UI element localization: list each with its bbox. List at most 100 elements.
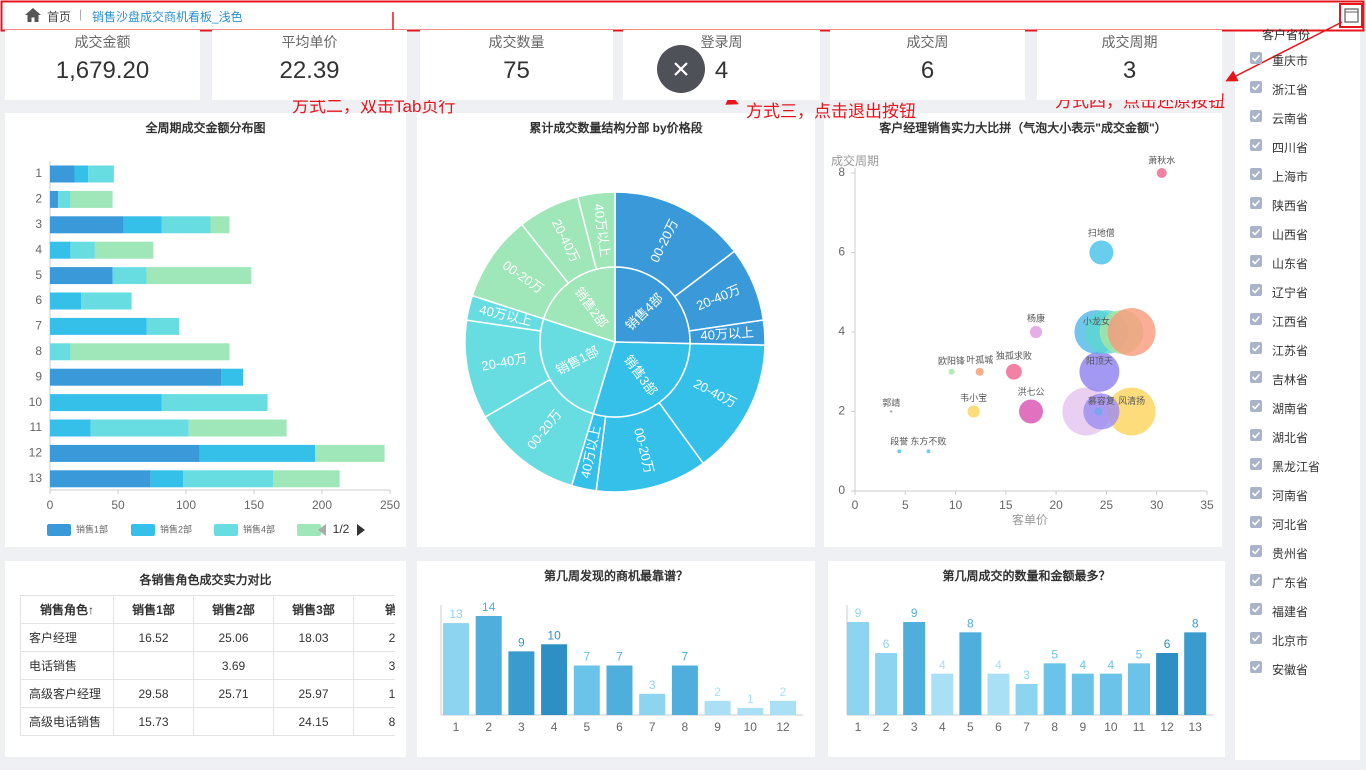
restore-button[interactable] <box>1344 8 1360 24</box>
filter-label[interactable]: 浙江省 <box>1272 83 1309 97</box>
filter-label[interactable]: 河北省 <box>1272 518 1309 532</box>
y-tick-label: 11 <box>30 420 43 434</box>
kpi-label: 登录周 <box>700 34 743 50</box>
filter-label[interactable]: 河南省 <box>1272 489 1309 503</box>
checkbox[interactable] <box>1250 110 1262 122</box>
filter-label[interactable]: 黑龙江省 <box>1272 460 1321 474</box>
bar-segment <box>123 216 162 234</box>
filter-label[interactable]: 山东省 <box>1272 257 1309 271</box>
filter-label[interactable]: 广东省 <box>1272 576 1309 590</box>
legend-swatch <box>214 524 238 536</box>
checkbox[interactable] <box>1250 516 1262 528</box>
kpi-label: 成交数量 <box>488 34 545 50</box>
bar-segment <box>50 292 82 310</box>
value-label: 3 <box>1023 668 1030 682</box>
bar <box>1043 663 1066 715</box>
bar <box>606 665 633 715</box>
x-tick-label: 7 <box>1023 720 1030 734</box>
home-icon[interactable] <box>24 7 42 23</box>
filter-label[interactable]: 江西省 <box>1272 315 1309 329</box>
x-tick-label: 6 <box>995 720 1002 734</box>
checkbox[interactable] <box>1250 545 1262 557</box>
checkbox[interactable] <box>1250 255 1262 267</box>
checkbox[interactable] <box>1250 661 1262 673</box>
checkbox[interactable] <box>1250 400 1262 412</box>
value-label: 14 <box>482 600 496 614</box>
filter-label[interactable]: 湖南省 <box>1272 402 1309 416</box>
y-tick-label: 13 <box>29 471 43 485</box>
value-label: 1 <box>747 692 754 706</box>
y-tick-label: 12 <box>29 446 43 460</box>
inner-sector <box>592 341 691 418</box>
kpi-value: 1,679.20 <box>55 57 150 84</box>
bubble <box>1094 407 1103 416</box>
x-tick-label: 10 <box>744 720 758 734</box>
close-button[interactable] <box>657 45 705 93</box>
filter-label[interactable]: 贵州省 <box>1272 547 1309 561</box>
checkbox[interactable] <box>1250 284 1262 296</box>
checkbox[interactable] <box>1250 487 1262 499</box>
annotation: 方式二，双击Tab页行 <box>292 97 456 116</box>
bubble-label: 叶孤城 <box>966 354 993 365</box>
bar-segment <box>146 267 252 285</box>
filter-label[interactable]: 福建省 <box>1272 605 1309 619</box>
home-link[interactable]: 首页 <box>47 10 72 24</box>
filter-label[interactable]: 吉林省 <box>1272 373 1309 387</box>
bar-segment <box>188 419 287 437</box>
filter-label[interactable]: 北京市 <box>1272 634 1309 648</box>
bubble-label: 慕容复 <box>1088 395 1115 406</box>
bar-segment <box>210 216 230 234</box>
y-tick-label: 5 <box>35 268 42 282</box>
checkbox[interactable] <box>1250 226 1262 238</box>
filter-label[interactable]: 四川省 <box>1272 141 1309 155</box>
checkbox[interactable] <box>1250 197 1262 209</box>
filter-label[interactable]: 上海市 <box>1272 170 1309 184</box>
chart-title: 全周期成交金额分布图 <box>144 120 265 135</box>
checkbox[interactable] <box>1250 603 1262 615</box>
checkbox[interactable] <box>1250 632 1262 644</box>
x-tick-label: 1 <box>855 720 862 734</box>
y-tick-label: 4 <box>35 242 42 256</box>
table-cell: 8.4 <box>353 707 395 736</box>
table-header-cell: 销售角色↑ <box>20 595 114 624</box>
checkbox[interactable] <box>1250 574 1262 586</box>
filter-label[interactable]: 重庆市 <box>1272 54 1309 68</box>
filter-label[interactable]: 安徽省 <box>1272 663 1309 677</box>
tab-title[interactable]: 销售沙盘成交商机看板_浅色 <box>92 10 243 24</box>
table-cell: 高级客户经理 <box>20 679 114 708</box>
checkbox[interactable] <box>1250 139 1262 151</box>
table-cell: 24.15 <box>273 707 354 736</box>
bar <box>1099 673 1122 715</box>
checkbox[interactable] <box>1250 458 1262 470</box>
legend-next[interactable] <box>357 524 365 536</box>
checkbox[interactable] <box>1250 81 1262 93</box>
bar <box>1156 653 1179 715</box>
filter-label[interactable]: 湖北省 <box>1272 431 1309 445</box>
x-tick-label: 8 <box>1051 720 1058 734</box>
y-axis-label: 成交周期 <box>831 153 879 168</box>
table-row: 电话销售 3.69 37. <box>20 651 395 680</box>
legend-label: 销售4部 <box>243 523 275 534</box>
filter-title: 客户省份 <box>1262 28 1311 42</box>
filter-label[interactable]: 江苏省 <box>1272 344 1309 358</box>
table-header-cell: 销售1部 <box>113 595 194 624</box>
checkbox[interactable] <box>1250 342 1262 354</box>
legend-prev[interactable] <box>318 524 326 536</box>
checkbox[interactable] <box>1250 371 1262 383</box>
checkbox[interactable] <box>1250 429 1262 441</box>
table-cell: 29.58 <box>113 679 194 708</box>
checkbox[interactable] <box>1250 168 1262 180</box>
bar-segment <box>221 368 244 386</box>
kpi-value: 4 <box>714 57 729 84</box>
filter-label[interactable]: 山西省 <box>1272 228 1309 242</box>
bar-segment <box>74 165 89 183</box>
filter-label[interactable]: 云南省 <box>1272 112 1309 126</box>
checkbox[interactable] <box>1250 52 1262 64</box>
filter-label[interactable]: 辽宁省 <box>1272 286 1309 300</box>
bar-segment <box>183 470 274 488</box>
bar <box>847 622 869 715</box>
table-cell: 25.06 <box>193 623 274 652</box>
checkbox[interactable] <box>1250 313 1262 325</box>
filter-label[interactable]: 陕西省 <box>1272 199 1309 213</box>
